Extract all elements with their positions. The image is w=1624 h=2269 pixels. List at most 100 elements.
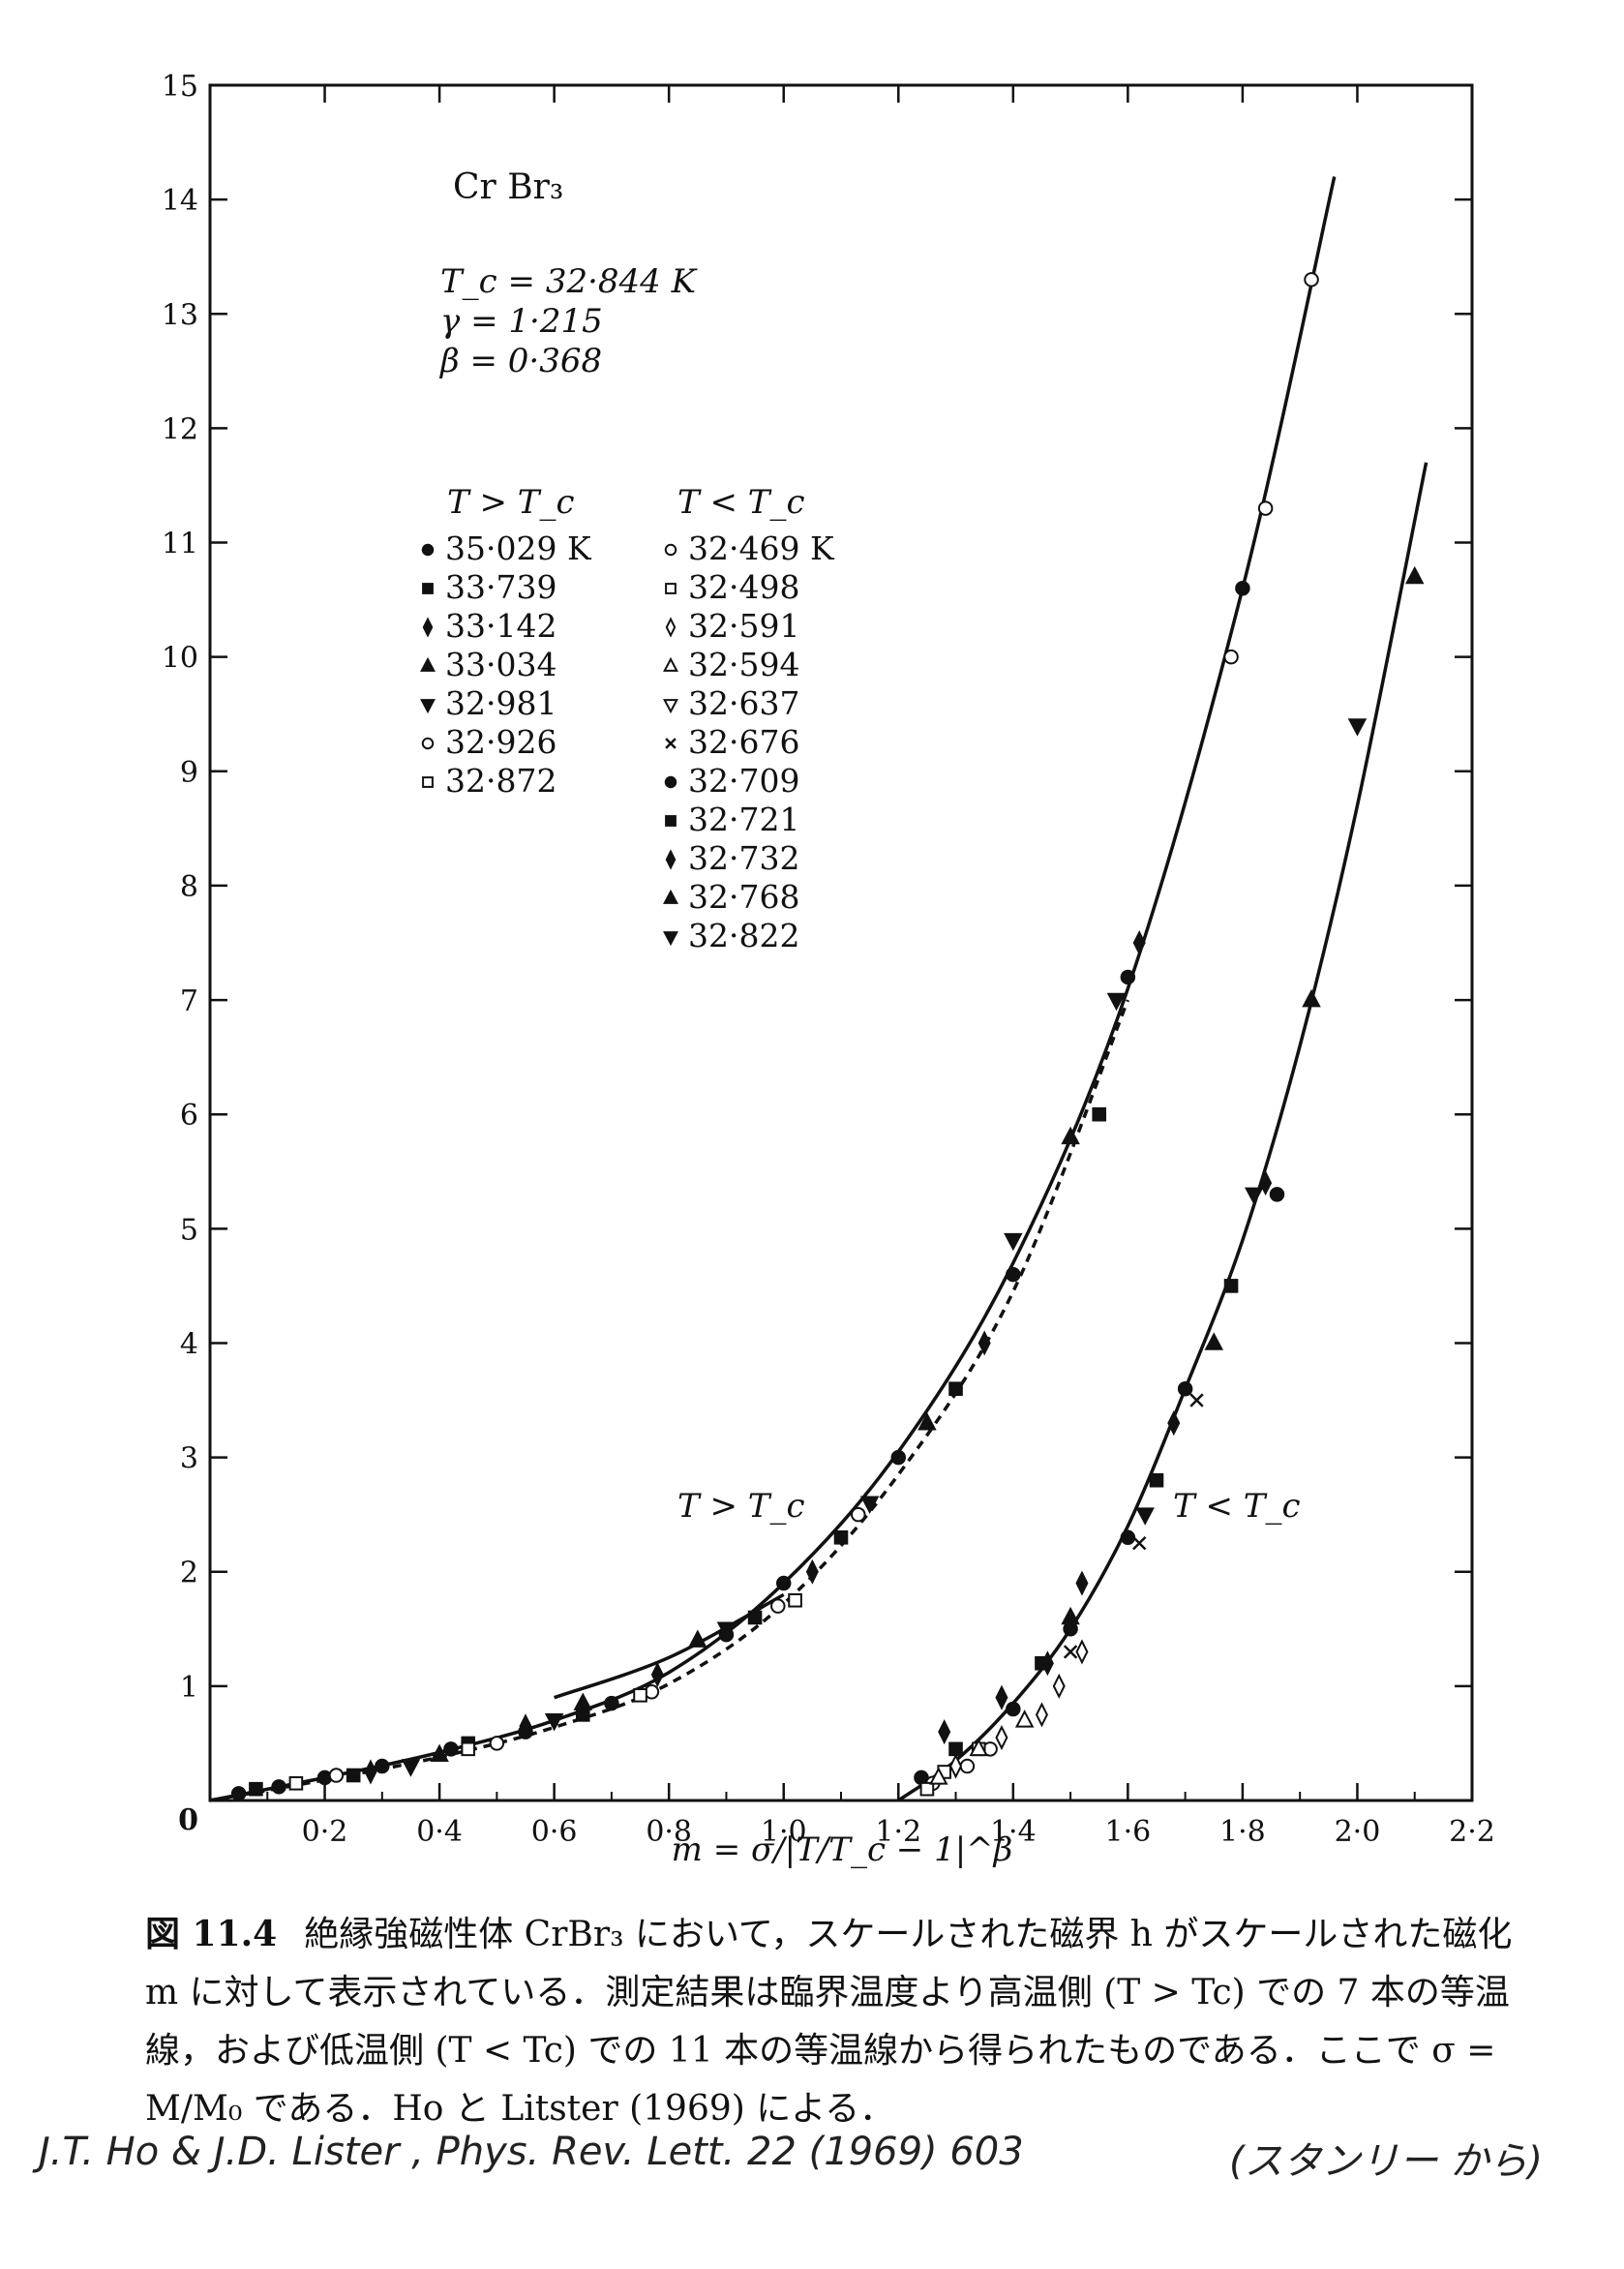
marker-triangle-down <box>420 699 436 714</box>
legend-below-entry: 32·637 <box>688 684 799 722</box>
y-tick-label: 10 <box>162 642 198 676</box>
marker-circle <box>851 1506 866 1523</box>
marker-circle <box>1120 969 1136 985</box>
x-tick-label: 1·4 <box>990 1815 1037 1849</box>
marker-square <box>249 1781 263 1797</box>
marker-square <box>665 583 677 594</box>
legend-below-entry: 32·709 <box>688 762 799 800</box>
y-tick-label: 13 <box>162 298 198 332</box>
marker-triangle-up <box>420 656 436 672</box>
x-tick-label: 1·8 <box>1219 1815 1266 1849</box>
legend-below-entry: 32·768 <box>688 878 799 916</box>
marker-triangle-up <box>663 889 678 904</box>
marker-triangle-down <box>663 699 678 714</box>
x-tick-label: 0·6 <box>531 1815 578 1849</box>
x-tick-label: 0·2 <box>302 1815 348 1849</box>
material-label: Cr Br₃ <box>453 167 563 207</box>
y-tick-label: 2 <box>180 1557 198 1590</box>
x-tick-label: 0·4 <box>416 1815 463 1849</box>
marker-cross-stroke <box>1189 1393 1204 1407</box>
fit-curves <box>209 176 1429 1802</box>
marker-circle <box>604 1695 619 1711</box>
marker-triangle-down <box>401 1759 421 1777</box>
below-curve-label: T < T_c <box>1173 1487 1301 1526</box>
marker-square <box>288 1775 304 1791</box>
fit-curve <box>897 462 1429 1802</box>
marker-triangle-up <box>929 1767 948 1785</box>
marker-triangle-down <box>663 931 678 947</box>
marker-circle <box>890 1449 907 1466</box>
legend-above-entry: 32·872 <box>445 762 556 800</box>
legend-below-entry: 32·676 <box>688 723 799 761</box>
marker-diamond <box>650 1662 664 1688</box>
marker-square <box>1092 1106 1107 1122</box>
marker-circle <box>959 1758 976 1774</box>
y-tick-label: 5 <box>180 1213 198 1247</box>
marker-cross <box>1063 1645 1078 1659</box>
marker-square <box>575 1708 590 1722</box>
marker-diamond <box>422 617 434 638</box>
y-tick-label: 9 <box>180 756 198 790</box>
tc-label: T_c = 32·844 K <box>440 262 699 301</box>
marker-triangle-down <box>1135 1507 1155 1526</box>
marker-circle <box>1177 1380 1193 1397</box>
y-tick-label: 3 <box>180 1442 198 1476</box>
marker-diamond <box>1167 1410 1181 1437</box>
marker-triangle-up <box>688 1629 707 1648</box>
figure-caption: 図 11.4 絶縁強磁性体 CrBr₃ において，スケールされた磁界 h がスケー… <box>145 1905 1519 2138</box>
beta-label: β = 0·368 <box>438 342 602 380</box>
data-points <box>230 272 1425 1801</box>
caption-text: 絶縁強磁性体 CrBr₃ において，スケールされた磁界 h がスケールされた磁化… <box>145 1915 1513 2129</box>
marker-circle <box>664 775 677 789</box>
fit-curve <box>209 176 1337 1802</box>
x-tick-label: 1·0 <box>761 1815 807 1849</box>
marker-square <box>422 583 434 594</box>
marker-square <box>747 1610 763 1625</box>
legend-above-entry: 33·034 <box>445 646 556 683</box>
y-tick-label: 6 <box>180 1099 198 1133</box>
marker-diamond <box>938 1719 951 1745</box>
x-tick-label: 2·0 <box>1335 1815 1381 1849</box>
marker-cross <box>1132 1536 1147 1551</box>
legend-above-header: T > T_c <box>447 483 575 522</box>
marker-square <box>633 1688 647 1703</box>
marker-circle <box>230 1786 247 1801</box>
marker-diamond <box>1052 1673 1066 1699</box>
marker-cross <box>665 738 677 749</box>
marker-circle <box>1304 272 1319 287</box>
legend-below-entry: 32·721 <box>688 801 799 838</box>
y-tick-label: 4 <box>180 1327 198 1361</box>
marker-triangle-up <box>1014 1709 1035 1728</box>
marker-triangle-up <box>1204 1332 1224 1350</box>
marker-circle <box>421 543 435 557</box>
legend-below-entry: 32·594 <box>688 646 799 683</box>
legend-above-entry: 35·029 K <box>445 529 592 567</box>
legend-above-entry: 33·142 <box>445 607 556 645</box>
marker-circle <box>271 1779 286 1795</box>
x-tick-label: 1·2 <box>875 1815 921 1849</box>
marker-circle <box>328 1768 345 1783</box>
marker-cross <box>1189 1393 1204 1407</box>
x-axis-label: m = σ/|T/T_c − 1|^β <box>672 1830 1013 1869</box>
legend-above-entry: 33·739 <box>445 568 556 606</box>
marker-diamond <box>519 1713 532 1740</box>
figure-number: 図 11.4 <box>145 1914 278 1954</box>
marker-circle <box>1257 500 1274 516</box>
marker-square <box>1149 1472 1164 1488</box>
marker-circle <box>1006 1266 1021 1283</box>
marker-diamond <box>1132 929 1146 956</box>
marker-circle <box>770 1598 786 1614</box>
marker-circle <box>1120 1529 1136 1546</box>
marker-triangle-down <box>544 1713 564 1732</box>
marker-diamond <box>665 617 677 638</box>
marker-circle <box>775 1575 792 1591</box>
marker-triangle-up <box>430 1743 449 1763</box>
marker-triangle-up <box>969 1738 989 1757</box>
marker-triangle-down <box>1106 992 1127 1012</box>
marker-diamond <box>995 1724 1008 1751</box>
origin-label: 0 <box>178 1803 198 1837</box>
marker-square <box>948 1741 963 1757</box>
legend-below-entry: 32·498 <box>688 568 799 606</box>
legend-above-entry: 32·926 <box>445 723 556 761</box>
marker-square <box>665 815 677 827</box>
